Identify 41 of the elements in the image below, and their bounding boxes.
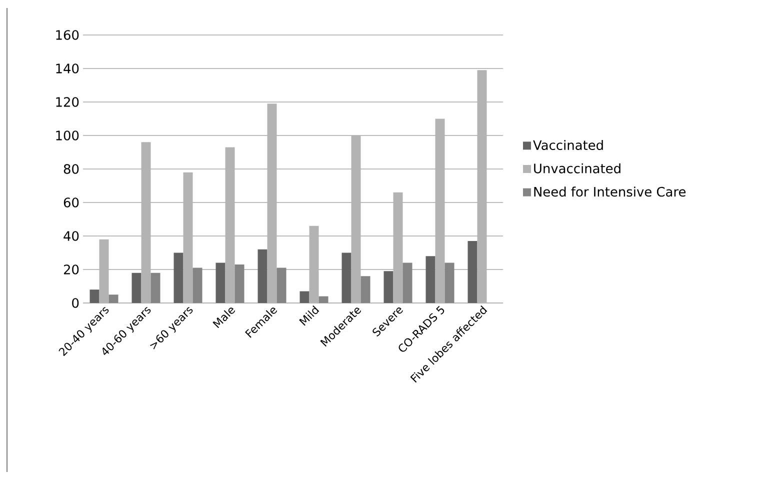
y-tick-label: 0 (72, 298, 79, 308)
bar (225, 147, 235, 303)
bar (192, 268, 202, 303)
bar (90, 290, 100, 303)
y-tick-label: 120 (56, 97, 79, 107)
bar (150, 272, 160, 303)
bar (393, 192, 403, 303)
y-tick-label: 160 (56, 30, 79, 40)
bar (402, 262, 412, 303)
bar (183, 172, 193, 303)
bar (234, 264, 244, 303)
y-tick-label: 20 (64, 264, 79, 274)
y-tick-label: 140 (56, 64, 79, 74)
bar (132, 272, 142, 303)
y-tick-label: 100 (56, 130, 79, 140)
bar (300, 291, 310, 303)
legend-label: Unvaccinated (534, 163, 620, 174)
bar (216, 262, 226, 303)
bar (342, 252, 352, 303)
bar (435, 118, 445, 303)
y-tick-label: 80 (64, 164, 79, 174)
bar (384, 271, 394, 303)
bar (99, 239, 109, 303)
bar (258, 249, 268, 303)
bar (477, 70, 487, 303)
bar (309, 226, 319, 303)
y-tick-label: 40 (64, 231, 79, 241)
bar (141, 142, 151, 303)
legend-label: Need for Intensive Care (534, 186, 686, 197)
bar (267, 104, 277, 303)
bar (174, 252, 184, 303)
bar (426, 256, 436, 303)
bar (108, 294, 118, 303)
y-tick-label: 60 (64, 198, 79, 208)
bar (468, 241, 478, 303)
bar (318, 296, 328, 303)
bar (276, 268, 286, 303)
bar (360, 276, 370, 303)
bar (351, 135, 361, 303)
bar (444, 262, 454, 303)
legend-label: Vaccinated (533, 140, 603, 150)
